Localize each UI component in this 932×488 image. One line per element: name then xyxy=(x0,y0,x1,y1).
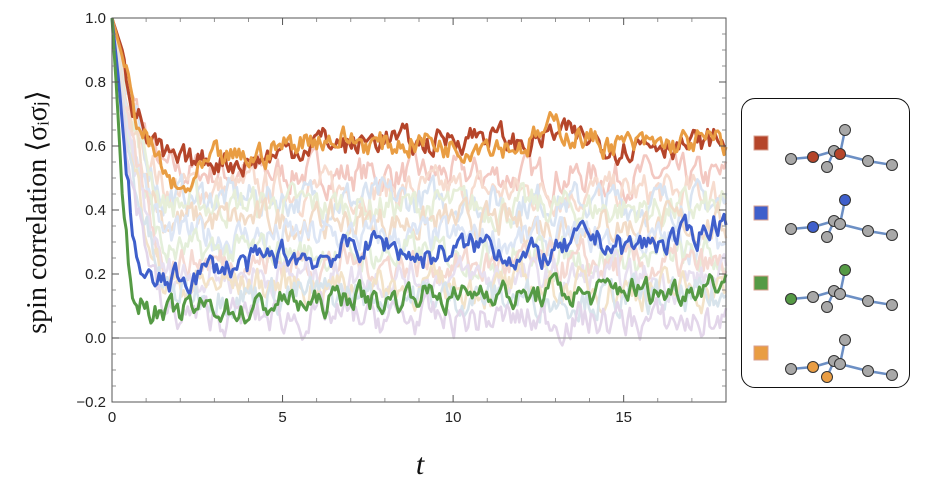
highlighted-series-group xyxy=(110,17,728,325)
legend-highlighted-node xyxy=(807,361,819,373)
x-tick-label: 5 xyxy=(278,409,286,426)
legend-highlighted-node xyxy=(785,293,797,305)
legend-swatch-3 xyxy=(753,275,769,291)
legend-node xyxy=(785,363,797,375)
legend-node xyxy=(862,155,874,167)
legend-node xyxy=(839,334,851,346)
x-tick-label: 15 xyxy=(615,409,632,426)
series-line-2 xyxy=(110,17,728,194)
y-tick-label: 0.0 xyxy=(85,330,106,347)
y-tick-label: −0.2 xyxy=(76,394,106,411)
y-axis-title: spin correlation ⟨σᵢσⱼ⟩ xyxy=(22,90,53,333)
background-series-line-3 xyxy=(110,17,728,232)
background-series-line-5 xyxy=(110,17,728,251)
background-series-group xyxy=(110,17,728,347)
x-tick-label: 0 xyxy=(108,409,116,426)
legend-swatch-2 xyxy=(753,205,769,221)
legend-node xyxy=(886,369,898,381)
legend-highlighted-node xyxy=(807,221,819,233)
legend-node xyxy=(821,231,833,243)
legend-highlighted-node xyxy=(821,371,833,383)
legend-node xyxy=(785,153,797,165)
background-series-line-4 xyxy=(110,17,728,233)
legend-swatch-1 xyxy=(753,135,769,151)
legend-node xyxy=(862,295,874,307)
legend-molecule-4 xyxy=(785,334,898,383)
legend-highlighted-node xyxy=(834,148,846,160)
legend-molecule-1 xyxy=(785,124,898,173)
y-tick-label: 0.8 xyxy=(85,74,106,91)
legend-svg xyxy=(753,124,898,383)
legend-node xyxy=(785,223,797,235)
series-line-1 xyxy=(110,17,727,178)
legend-molecule-3 xyxy=(785,264,898,313)
x-tick-label: 10 xyxy=(445,409,462,426)
legend-node xyxy=(807,291,819,303)
axis-ticks: 0 5 10 15 −0.2 0.0 0.2 0.4 0.6 0.8 1.0 xyxy=(76,10,726,426)
legend-node xyxy=(821,161,833,173)
legend-highlighted-node xyxy=(839,194,851,206)
background-series-line-10 xyxy=(110,17,727,315)
background-series-line-1 xyxy=(110,17,728,207)
series-line-4 xyxy=(110,17,728,325)
legend-highlighted-node xyxy=(807,151,819,163)
legend-swatch-4 xyxy=(753,345,769,361)
legend-node xyxy=(821,301,833,313)
legend xyxy=(741,98,910,388)
x-axis-title: t xyxy=(416,448,425,481)
legend-node xyxy=(886,299,898,311)
legend-node xyxy=(886,159,898,171)
y-tick-label: 0.4 xyxy=(85,202,106,219)
series-line-3 xyxy=(110,17,728,296)
legend-node xyxy=(862,225,874,237)
background-series-line-7 xyxy=(110,17,728,282)
y-tick-label: 0.6 xyxy=(85,138,106,155)
legend-node xyxy=(834,218,846,230)
legend-molecule-2 xyxy=(785,194,898,243)
legend-node xyxy=(834,358,846,370)
y-tick-label: 1.0 xyxy=(85,10,106,27)
legend-highlighted-node xyxy=(839,264,851,276)
legend-node xyxy=(839,124,851,136)
background-series-line-2 xyxy=(110,17,728,219)
legend-node xyxy=(862,365,874,377)
legend-node xyxy=(886,229,898,241)
y-tick-label: 0.2 xyxy=(85,266,106,283)
legend-node xyxy=(834,288,846,300)
